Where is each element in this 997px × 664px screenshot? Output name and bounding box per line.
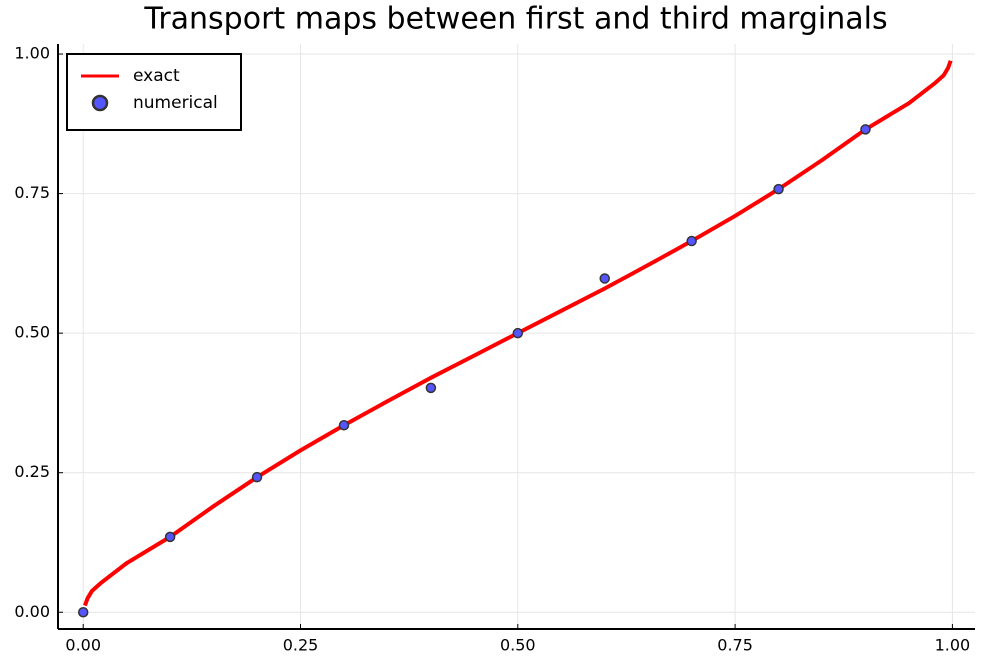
point — [512, 327, 524, 339]
y-tick-label: 0.50 — [14, 323, 50, 342]
legend-swatch — [91, 94, 109, 112]
x-tick-label: 0.25 — [283, 636, 319, 655]
point — [77, 607, 89, 618]
y-tick-label: 0.75 — [14, 183, 50, 202]
x-tick-label: 0.00 — [65, 636, 101, 655]
point — [425, 382, 437, 394]
y-tick-label: 0.00 — [14, 602, 50, 621]
x-tick-label: 0.50 — [500, 636, 536, 655]
point — [773, 183, 784, 195]
x-tick-label: 1.00 — [935, 636, 971, 655]
y-tick-label: 1.00 — [14, 44, 50, 63]
chart-title: Transport maps between first and third m… — [143, 2, 887, 37]
x-tick-label: 0.75 — [717, 636, 753, 655]
legend-label: numerical — [133, 93, 218, 113]
point — [164, 531, 176, 543]
point — [599, 273, 610, 284]
point — [686, 235, 697, 247]
point — [860, 124, 871, 135]
legend-label: exact — [133, 66, 180, 86]
legend-box — [66, 53, 242, 131]
y-tick-label: 0.25 — [14, 462, 50, 481]
point — [251, 471, 263, 483]
point — [338, 420, 350, 431]
